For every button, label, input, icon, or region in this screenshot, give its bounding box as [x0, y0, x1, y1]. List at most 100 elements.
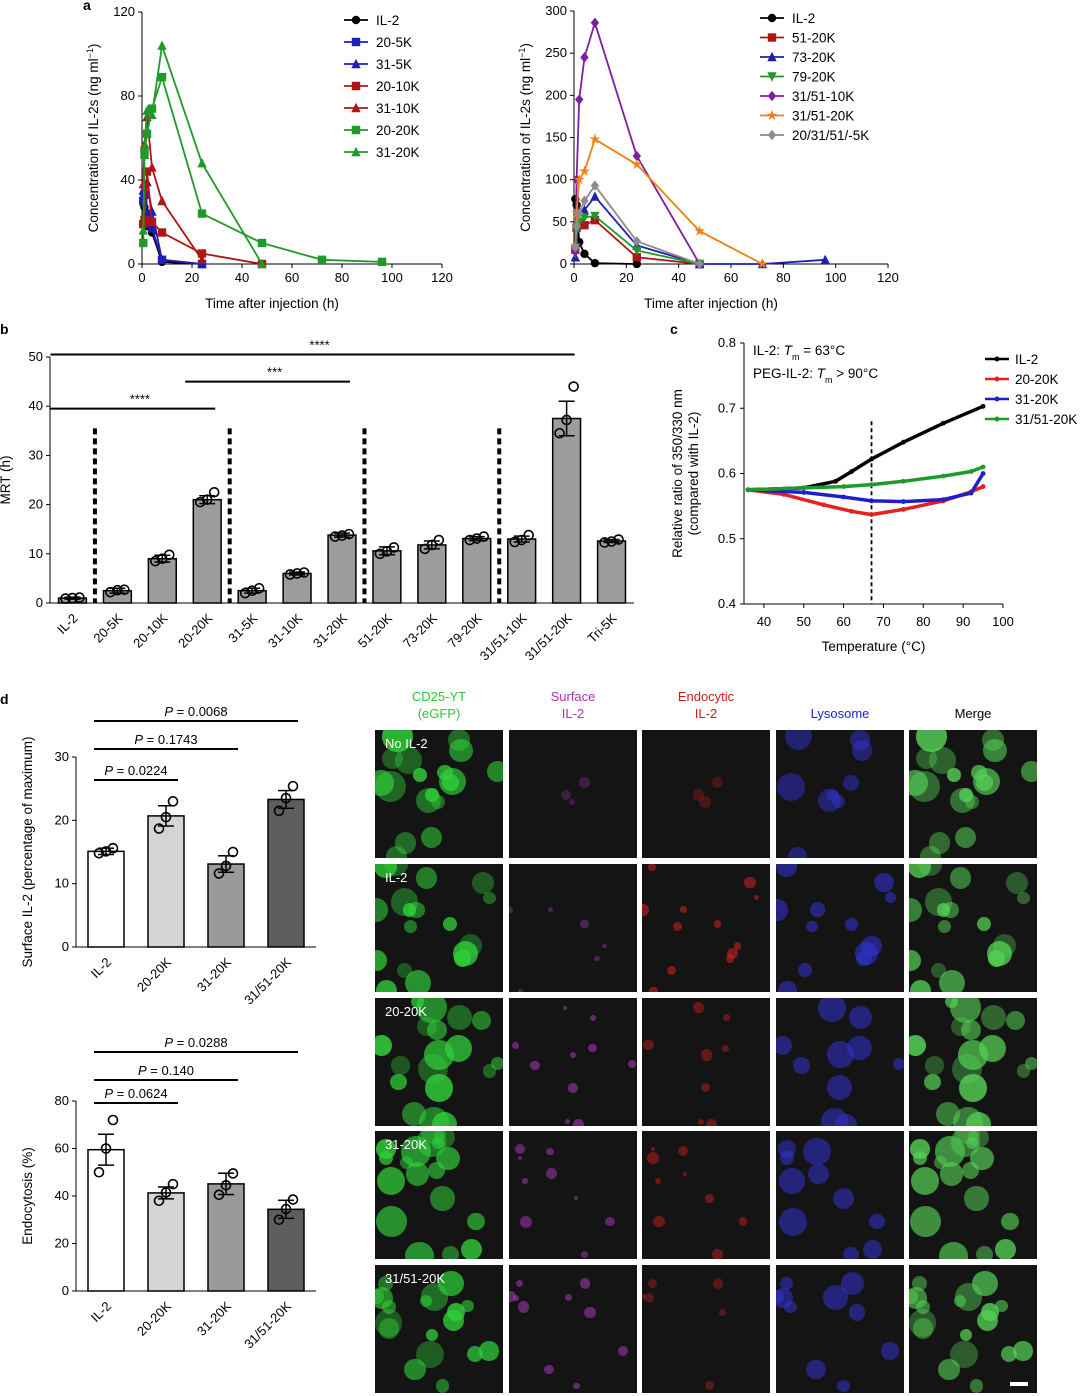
y-tick-label: 0.8 [718, 335, 736, 350]
replicate-point [478, 531, 490, 542]
legend-marker [767, 129, 777, 141]
series-line [747, 465, 984, 492]
legend-marker [767, 13, 777, 23]
cell-signal [983, 738, 1007, 762]
legend-label: 20-5K [376, 35, 412, 50]
x-tick-label: 31/51-10K [477, 610, 530, 663]
legend-marker [767, 33, 777, 42]
cell-signal [803, 1137, 831, 1166]
replicate-point [119, 584, 130, 596]
legend-label: 79-20K [792, 70, 836, 85]
y-axis-label: MRT (h) [0, 455, 13, 504]
cell-signal [972, 767, 1000, 795]
data-point [833, 478, 839, 484]
legend-marker [351, 146, 361, 157]
cell-signal [424, 1040, 455, 1070]
microscopy-column-header: Lysosome [810, 706, 870, 721]
data-point [147, 162, 157, 172]
micrograph-0-1 [509, 730, 637, 858]
cell-signal [594, 955, 600, 962]
data-point [197, 249, 207, 258]
legend-marker [351, 125, 361, 135]
replicate-point [329, 531, 341, 542]
cell-signal [375, 950, 387, 972]
cell-signal [654, 1177, 662, 1185]
x-tick-label: 90 [956, 614, 970, 629]
cell-signal [980, 1004, 1007, 1031]
cell-signal [642, 1293, 647, 1300]
cell-signal [564, 1293, 573, 1301]
data-point [157, 195, 167, 206]
cell-signal [1005, 1011, 1025, 1031]
series-31-20K [138, 40, 267, 269]
data-point [801, 490, 807, 495]
cell-signal [881, 1342, 899, 1360]
cell-signal [916, 1299, 931, 1314]
data-point [580, 195, 589, 206]
data-point [139, 141, 150, 151]
cell-signal [679, 906, 687, 914]
data-point [197, 209, 207, 218]
replicate-point [60, 593, 71, 604]
legend-marker [766, 109, 778, 121]
cell-signal [605, 1216, 615, 1227]
x-tick-label: IL-2 [54, 611, 80, 637]
cell-signal [832, 1187, 855, 1210]
y-tick-label: 20 [55, 812, 69, 827]
cell-signal [560, 789, 571, 800]
y-tick-label: 0.7 [718, 400, 736, 415]
cell-signal [376, 1139, 396, 1159]
data-point [142, 105, 152, 115]
cell-signal [788, 846, 808, 858]
legend-label: 31-5K [376, 57, 412, 72]
replicate-point [599, 537, 610, 548]
cell-signal [415, 787, 442, 814]
cell-signal [928, 832, 951, 854]
x-tick-label: 20-10K [130, 610, 170, 650]
x-tick-label: 73-20K [400, 610, 440, 650]
replicate-point [107, 842, 119, 854]
legend-marker [351, 81, 361, 91]
tm-annotation: IL-2: Tm = 63°C [753, 343, 845, 362]
cell-signal [851, 739, 873, 761]
series-line [747, 404, 984, 492]
x-tick-label: 20-5K [90, 610, 125, 645]
cell-signal [678, 1146, 689, 1157]
bar-31/51-20K [267, 1208, 305, 1292]
cell-signal [777, 981, 797, 992]
cell-signal [673, 921, 683, 932]
x-tick-label: 31-20K [310, 610, 350, 650]
data-point [632, 259, 641, 269]
cell-signal [529, 1060, 540, 1071]
cell-signal [958, 1074, 987, 1102]
cell-signal [832, 795, 846, 809]
data-point [590, 180, 600, 191]
cell-signal [843, 774, 860, 791]
cell-signal [574, 1196, 579, 1201]
data-point [695, 258, 704, 270]
cell-signal [826, 788, 839, 801]
x-tick-label: 100 [825, 270, 847, 285]
x-tick-label: 31-20K [194, 954, 234, 994]
cell-signal [863, 1239, 882, 1259]
cell-signal [375, 864, 397, 879]
cell-signal [546, 1147, 554, 1156]
bar-20-10K [147, 557, 177, 604]
legend-label: 31/51-20K [792, 109, 854, 124]
x-axis-label: Time after injection (h) [205, 296, 339, 311]
cell-signal [910, 1166, 940, 1196]
cell-signal [706, 1119, 718, 1126]
cell-signal [920, 845, 942, 858]
cell-signal [471, 1011, 491, 1031]
cell-signal [713, 1278, 724, 1289]
cell-signal [719, 1308, 727, 1316]
cell-signal [467, 1212, 485, 1231]
cell-signal [390, 1073, 407, 1091]
bar-20-20K [147, 1192, 185, 1292]
replicate-point [433, 534, 445, 546]
data-point [745, 487, 751, 493]
cell-signal [874, 872, 894, 893]
replicate-point [167, 796, 179, 807]
cell-signal [432, 1112, 458, 1126]
data-point [580, 221, 589, 230]
